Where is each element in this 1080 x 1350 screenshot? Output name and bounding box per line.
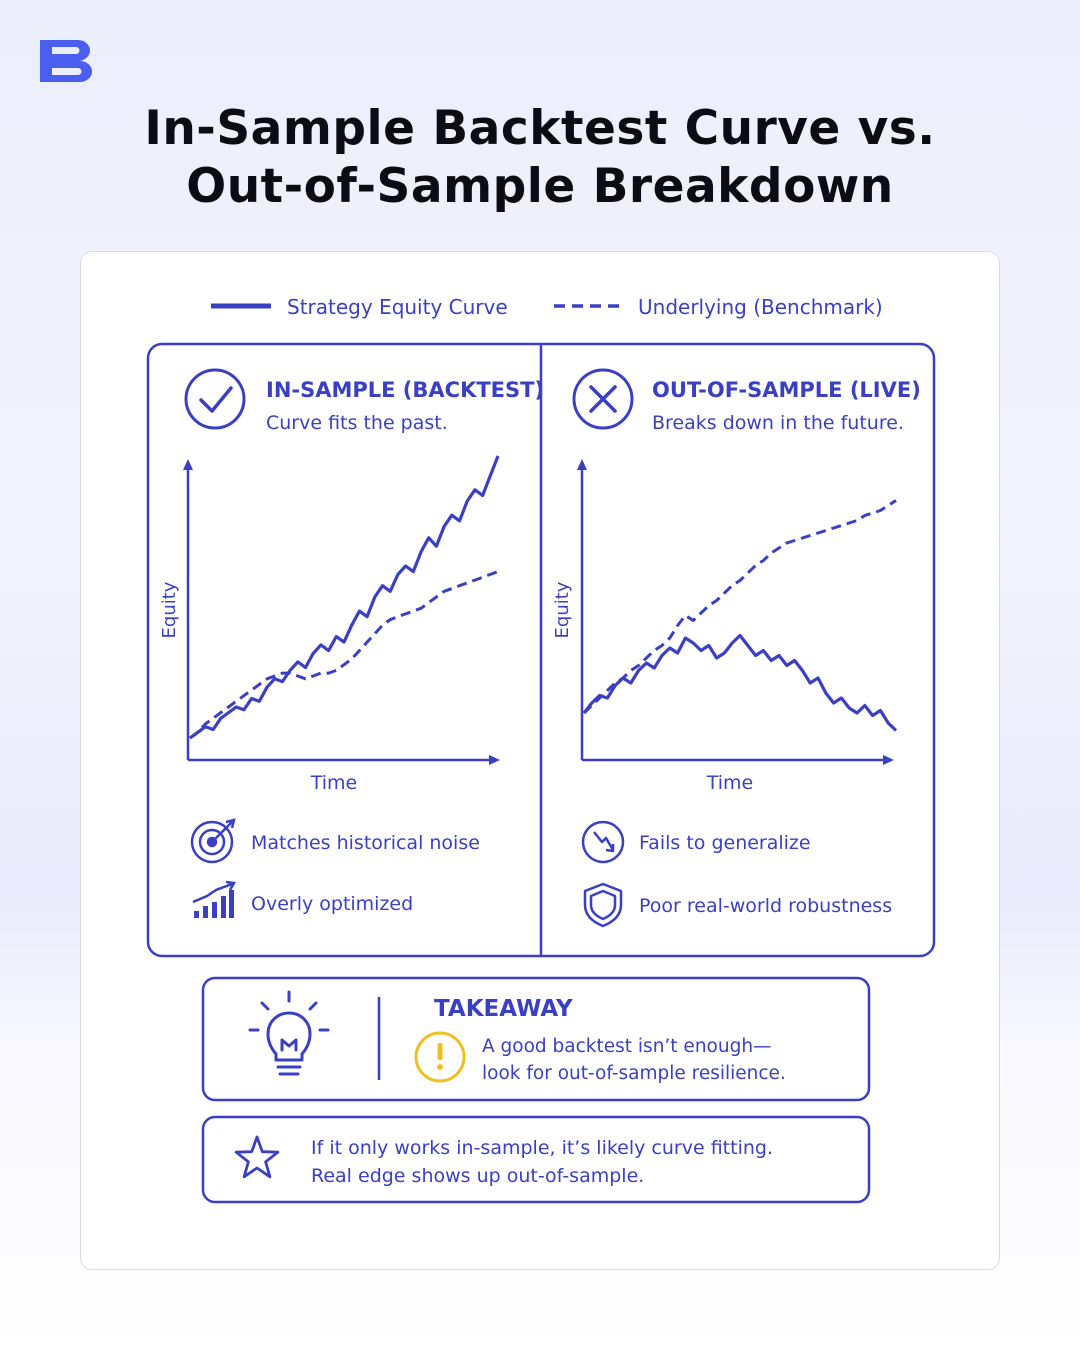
- out-sample-title: OUT-OF-SAMPLE (LIVE): [652, 378, 921, 402]
- lightbulb-icon: [248, 990, 330, 1076]
- in-sample-xlabel: Time: [310, 772, 358, 794]
- out-sample-point-1: Fails to generalize: [639, 832, 811, 854]
- note-line-1: If it only works in-sample, it’s likely …: [311, 1137, 773, 1159]
- s-logo-icon: [40, 40, 92, 82]
- takeaway-line-1: A good backtest isn’t enough—: [482, 1036, 772, 1057]
- x-circle-icon: [572, 368, 634, 430]
- in-sample-subtitle: Curve fits the past.: [266, 412, 448, 434]
- shield-icon: [583, 882, 623, 928]
- in-sample-y-arrow: [183, 459, 193, 470]
- out-sample-benchmark-line: [582, 499, 897, 715]
- out-sample-x-arrow: [883, 755, 894, 765]
- note-box: [201, 1115, 871, 1204]
- title-line-1: In-Sample Backtest Curve vs.: [144, 101, 936, 156]
- in-sample-strategy-line: [189, 455, 500, 740]
- legend-benchmark-label: Underlying (Benchmark): [638, 295, 883, 319]
- target-icon: [190, 818, 236, 864]
- in-sample-point-1: Matches historical noise: [251, 832, 480, 854]
- out-sample-ylabel: Equity: [552, 581, 573, 638]
- down-arrow-circle-icon: [581, 820, 625, 864]
- takeaway-line-2: look for out-of-sample resilience.: [482, 1063, 786, 1084]
- out-sample-strategy-line: [582, 633, 898, 732]
- in-sample-point-2: Overly optimized: [251, 893, 413, 915]
- in-sample-title: IN-SAMPLE (BACKTEST): [266, 378, 544, 402]
- legend: Strategy Equity Curve Underlying (Benchm…: [211, 295, 883, 319]
- out-sample-subtitle: Breaks down in the future.: [652, 412, 904, 434]
- out-sample-chart: Equity Time: [552, 459, 898, 794]
- title-line-2: Out-of-Sample Breakdown: [186, 159, 894, 214]
- star-icon: [234, 1135, 280, 1179]
- in-sample-ylabel: Equity: [159, 581, 180, 638]
- out-sample-xlabel: Time: [706, 772, 754, 794]
- check-circle-icon: [184, 368, 246, 430]
- legend-strategy-label: Strategy Equity Curve: [287, 295, 508, 319]
- takeaway-heading: TAKEAWAY: [434, 996, 573, 1022]
- in-sample-chart: Equity Time: [159, 455, 500, 794]
- rising-bars-icon: [192, 880, 237, 918]
- out-sample-point-2: Poor real-world robustness: [639, 895, 892, 917]
- exclamation-circle-icon: [414, 1031, 466, 1083]
- in-sample-x-arrow: [489, 755, 500, 765]
- takeaway-box: [201, 976, 871, 1102]
- page-title: In-Sample Backtest Curve vs. Out-of-Samp…: [0, 100, 1080, 216]
- out-sample-y-arrow: [577, 459, 587, 470]
- in-sample-benchmark-line: [189, 570, 499, 740]
- note-line-2: Real edge shows up out-of-sample.: [311, 1165, 644, 1187]
